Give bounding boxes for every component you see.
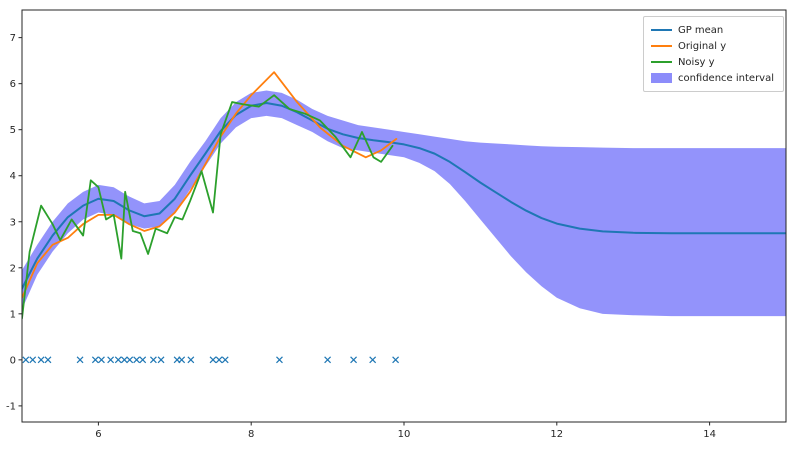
x-marker bbox=[187, 356, 195, 364]
y-tick-label: 4 bbox=[10, 171, 16, 182]
legend-label: Original y bbox=[677, 40, 727, 52]
legend-line-swatch bbox=[650, 61, 672, 63]
x-marker bbox=[37, 356, 45, 364]
x-marker bbox=[149, 356, 157, 364]
y-tick-label: 3 bbox=[10, 217, 16, 228]
x-marker bbox=[91, 356, 99, 364]
x-marker bbox=[22, 356, 30, 364]
y-tick-label: 0 bbox=[10, 355, 16, 366]
y-tick-label: 5 bbox=[10, 125, 16, 136]
x-marker bbox=[44, 356, 52, 364]
x-marker bbox=[114, 356, 122, 364]
confidence-band bbox=[22, 90, 786, 317]
x-marker bbox=[221, 356, 229, 364]
legend-item-noisy-y: Noisy y bbox=[650, 54, 774, 70]
x-marker bbox=[120, 356, 128, 364]
y-tick-label: 1 bbox=[10, 309, 16, 320]
x-tick-label: 6 bbox=[95, 429, 101, 440]
y-tick-label: 6 bbox=[10, 79, 16, 90]
legend-line-swatch bbox=[650, 45, 672, 47]
x-tick-label: 14 bbox=[703, 429, 716, 440]
legend-line-swatch bbox=[650, 29, 672, 31]
x-marker bbox=[324, 356, 332, 364]
plot-area bbox=[22, 71, 786, 364]
training-markers bbox=[22, 356, 400, 364]
legend-label: confidence interval bbox=[677, 72, 774, 84]
y-tick-label: 7 bbox=[10, 33, 16, 44]
x-marker bbox=[139, 356, 147, 364]
x-tick-label: 10 bbox=[398, 429, 411, 440]
legend: GP mean Original y Noisy y confidence inter… bbox=[642, 16, 784, 92]
x-marker bbox=[178, 356, 186, 364]
y-tick-label: -1 bbox=[6, 401, 16, 412]
legend-label: Noisy y bbox=[677, 56, 715, 68]
x-marker bbox=[107, 356, 115, 364]
x-marker bbox=[350, 356, 358, 364]
x-marker bbox=[133, 356, 141, 364]
legend-item-original-y: Original y bbox=[650, 38, 774, 54]
x-marker bbox=[209, 356, 217, 364]
legend-patch-swatch bbox=[650, 73, 672, 83]
y-tick-label: 2 bbox=[10, 263, 16, 274]
x-axis: 6 8 10 12 14 bbox=[95, 422, 716, 440]
x-marker bbox=[29, 356, 37, 364]
y-axis: -1 0 1 2 3 4 5 6 7 bbox=[6, 33, 22, 412]
x-marker bbox=[369, 356, 377, 364]
legend-label: GP mean bbox=[677, 24, 724, 36]
legend-item-gp-mean: GP mean bbox=[650, 22, 774, 38]
x-marker bbox=[126, 356, 134, 364]
legend-item-confidence-interval: confidence interval bbox=[650, 70, 774, 86]
x-marker bbox=[76, 356, 84, 364]
x-marker bbox=[98, 356, 105, 364]
x-marker bbox=[392, 356, 400, 364]
x-marker bbox=[215, 356, 223, 364]
x-marker bbox=[276, 356, 283, 364]
noisy-y-line bbox=[22, 94, 394, 320]
x-tick-label: 12 bbox=[550, 429, 563, 440]
x-marker bbox=[157, 356, 165, 364]
x-tick-label: 8 bbox=[248, 429, 254, 440]
